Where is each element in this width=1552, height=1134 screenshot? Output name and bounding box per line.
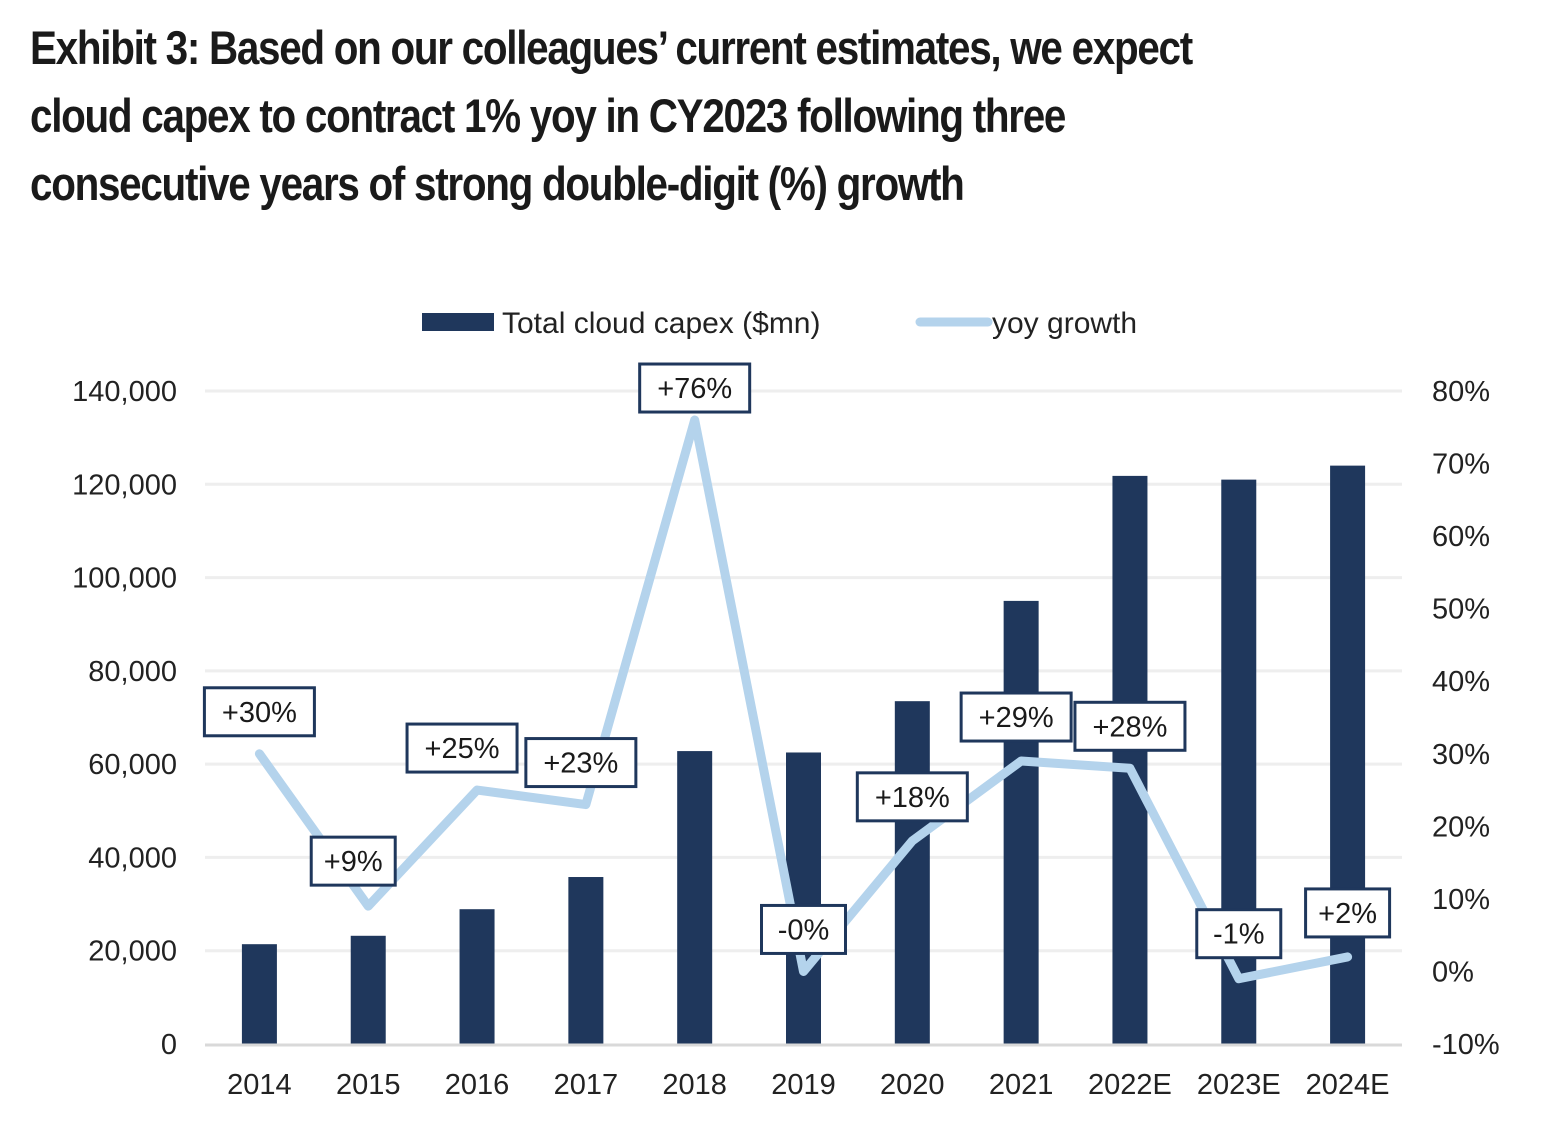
data-label-text: +18%	[875, 782, 950, 814]
data-label-text: +30%	[222, 697, 297, 729]
bar-2017	[568, 877, 604, 1044]
data-label-2024E: +2%	[1304, 887, 1392, 939]
data-label-text: -0%	[778, 914, 830, 946]
data-label-text: +25%	[425, 733, 500, 765]
right-tick-label: 0%	[1432, 956, 1474, 988]
bar-2018	[677, 751, 713, 1044]
bar-2021	[1003, 600, 1039, 1044]
data-label-2020: +18%	[855, 771, 969, 823]
chart-title: Exhibit 3: Based on our colleagues’ curr…	[30, 14, 1320, 218]
data-label-2016: +25%	[405, 722, 519, 774]
left-tick-label: 120,000	[72, 469, 177, 501]
right-tick-label: 70%	[1432, 449, 1490, 481]
x-tick-label: 2016	[445, 1069, 510, 1101]
data-label-text: -1%	[1213, 919, 1265, 951]
x-axis-ticks: 2014 2015 2016 2017 2018 2019 2020 2021 2022E 202…	[227, 1069, 1389, 1101]
data-label-text: +23%	[543, 748, 618, 780]
left-axis-ticks: 0 20,000 40,000 60,000 80,000 100,000 120,000 1…	[72, 376, 177, 1061]
x-tick-label: 2020	[880, 1069, 945, 1101]
data-label-2018: +76%	[638, 362, 752, 414]
right-tick-label: 10%	[1432, 884, 1490, 916]
right-tick-label: 40%	[1432, 666, 1490, 698]
bar-2015	[350, 935, 386, 1044]
bar-2022E	[1112, 475, 1148, 1044]
x-tick-label: 2014	[227, 1069, 292, 1101]
data-label-box	[202, 686, 316, 738]
legend-swatch-bar	[422, 313, 494, 331]
data-label-text: +76%	[657, 373, 732, 405]
data-label-text: +29%	[979, 702, 1054, 734]
right-tick-label: 20%	[1432, 811, 1490, 843]
data-label-box	[855, 771, 969, 823]
data-label-box	[405, 722, 519, 774]
data-label-2021: +29%	[959, 691, 1073, 743]
right-tick-label: -10%	[1432, 1029, 1500, 1061]
legend: Total cloud capex ($mn) yoy growth	[422, 307, 1137, 340]
data-label-text: +28%	[1092, 711, 1167, 743]
data-label-box	[1195, 908, 1283, 960]
data-label-text: +9%	[324, 846, 383, 878]
x-tick-label: 2022E	[1088, 1069, 1172, 1101]
data-label-box	[524, 737, 638, 789]
left-tick-label: 20,000	[88, 936, 177, 968]
left-tick-label: 140,000	[72, 376, 177, 408]
right-tick-label: 50%	[1432, 594, 1490, 626]
right-tick-label: 60%	[1432, 521, 1490, 553]
legend-label-bar: Total cloud capex ($mn)	[502, 307, 821, 340]
data-label-box	[309, 835, 397, 887]
x-tick-label: 2023E	[1197, 1069, 1281, 1101]
data-label-2019: -0%	[760, 903, 847, 955]
title-line-1: Exhibit 3: Based on our colleagues’ curr…	[30, 21, 1193, 74]
bar-2020	[894, 701, 930, 1044]
x-tick-label: 2018	[662, 1069, 727, 1101]
data-label-2023E: -1%	[1195, 908, 1283, 960]
legend-label-line: yoy growth	[992, 307, 1137, 340]
left-tick-label: 0	[161, 1029, 177, 1061]
data-labels: +30% +9% +25% +23% +76% -0% +18% +29% +28% -1% +2%	[202, 362, 1392, 960]
right-tick-label: 30%	[1432, 739, 1490, 771]
data-label-2015: +9%	[309, 835, 397, 887]
x-tick-label: 2024E	[1306, 1069, 1390, 1101]
bar-2024E	[1330, 465, 1366, 1045]
left-tick-label: 60,000	[88, 749, 177, 781]
left-tick-label: 40,000	[88, 842, 177, 874]
data-label-2017: +23%	[524, 737, 638, 789]
bar-2014	[241, 944, 277, 1044]
bar-2016	[459, 909, 495, 1044]
data-label-2022E: +28%	[1073, 700, 1187, 752]
data-label-box	[1304, 887, 1392, 939]
data-label-box	[760, 903, 847, 955]
left-tick-label: 80,000	[88, 656, 177, 688]
line-series	[254, 415, 1353, 984]
data-label-2014: +30%	[202, 686, 316, 738]
data-label-box	[1073, 700, 1187, 752]
right-tick-label: 80%	[1432, 376, 1490, 408]
x-tick-label: 2019	[771, 1069, 836, 1101]
right-axis-ticks: -10% 0% 10% 20% 30% 40% 50% 60% 70% 80%	[1432, 376, 1500, 1061]
title-line-3: consecutive years of strong double-digit…	[30, 157, 965, 210]
data-label-text: +2%	[1318, 898, 1377, 930]
title-line-2: cloud capex to contract 1% yoy in CY2023…	[30, 89, 1066, 142]
data-label-box	[638, 362, 752, 414]
data-label-box	[959, 691, 1073, 743]
x-tick-label: 2017	[554, 1069, 619, 1101]
left-tick-label: 100,000	[72, 563, 177, 595]
x-tick-label: 2021	[989, 1069, 1054, 1101]
x-tick-label: 2015	[336, 1069, 401, 1101]
